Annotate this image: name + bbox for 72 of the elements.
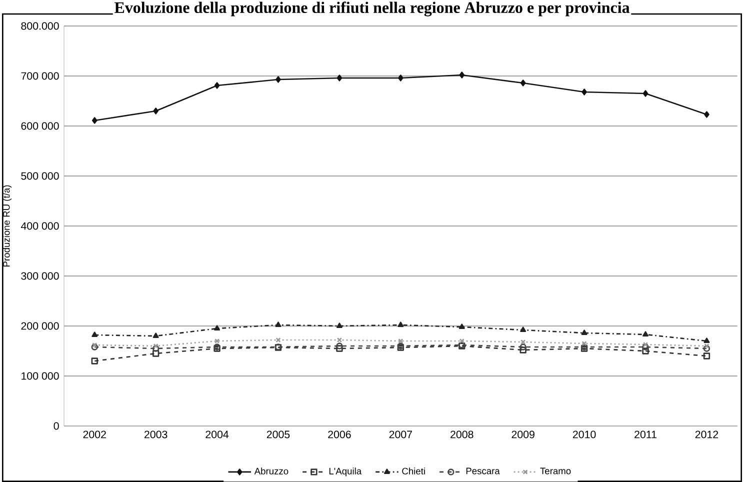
point	[152, 345, 160, 352]
point	[92, 117, 98, 124]
point	[152, 350, 160, 357]
point	[336, 345, 343, 352]
point	[152, 332, 159, 338]
point	[520, 346, 526, 354]
y-tick-label: 700 000	[21, 72, 59, 80]
point	[275, 322, 282, 327]
point	[459, 338, 464, 344]
y-tick-label: 400 000	[20, 222, 59, 230]
point	[703, 352, 710, 360]
point	[704, 338, 710, 343]
point	[276, 76, 281, 83]
point	[642, 342, 648, 348]
x-tick-label: 2009	[512, 430, 534, 438]
chart-title: Evoluzione della produzione di rifiuti nella regione Abruzzo e per provincia	[114, 2, 630, 16]
point	[153, 343, 158, 349]
x-tick-label: 2002	[83, 430, 106, 438]
x-tick-label: 2010	[572, 430, 596, 438]
legend-label: Chieti	[402, 468, 425, 474]
point	[520, 80, 526, 86]
point	[276, 337, 281, 343]
x-tick-label: 2005	[266, 430, 290, 438]
point	[214, 338, 220, 344]
point	[91, 358, 98, 364]
point	[336, 337, 342, 343]
point	[520, 344, 526, 350]
x-tick-label: 2011	[634, 430, 656, 438]
point	[703, 345, 710, 352]
legend-label: Pescara	[466, 468, 500, 474]
x-tick-label: 2008	[450, 430, 474, 438]
point	[336, 74, 342, 82]
point	[642, 90, 648, 97]
point	[458, 324, 465, 329]
point	[581, 330, 588, 335]
point	[214, 82, 220, 89]
x-tick-label: 2004	[206, 430, 229, 438]
point	[153, 108, 158, 114]
legend-label: Abruzzo	[254, 468, 288, 474]
point	[336, 322, 342, 328]
point	[398, 322, 404, 327]
point	[704, 343, 710, 349]
point	[704, 111, 710, 118]
point	[336, 342, 343, 350]
y-tick-label: 100 000	[22, 372, 59, 380]
point	[642, 331, 648, 336]
y-tick-label: 300 000	[21, 272, 59, 280]
point	[398, 74, 404, 82]
point	[91, 344, 98, 350]
point	[520, 326, 526, 332]
y-tick-label: 600 000	[21, 122, 59, 130]
point	[520, 339, 526, 345]
y-tick-label: 500 000	[21, 172, 59, 180]
point	[398, 338, 404, 344]
point	[214, 325, 220, 330]
legend-label: Teramo	[540, 468, 571, 474]
point	[92, 332, 98, 337]
point	[582, 340, 587, 346]
y-tick-label: 0	[54, 422, 59, 430]
y-axis-title: Produzione RU (t/a)	[2, 185, 12, 266]
point	[642, 344, 649, 350]
y-tick-label: 200 000	[21, 322, 59, 330]
x-tick-label: 2012	[695, 430, 718, 438]
y-tick-label: 800.000	[21, 22, 59, 30]
point	[582, 88, 587, 96]
point	[642, 348, 649, 354]
x-tick-label: 2006	[328, 430, 351, 438]
legend-label: L'Aquila	[329, 468, 362, 476]
point	[459, 72, 465, 78]
point	[92, 342, 98, 348]
x-tick-label: 2007	[389, 430, 412, 438]
x-tick-label: 2003	[144, 430, 168, 438]
